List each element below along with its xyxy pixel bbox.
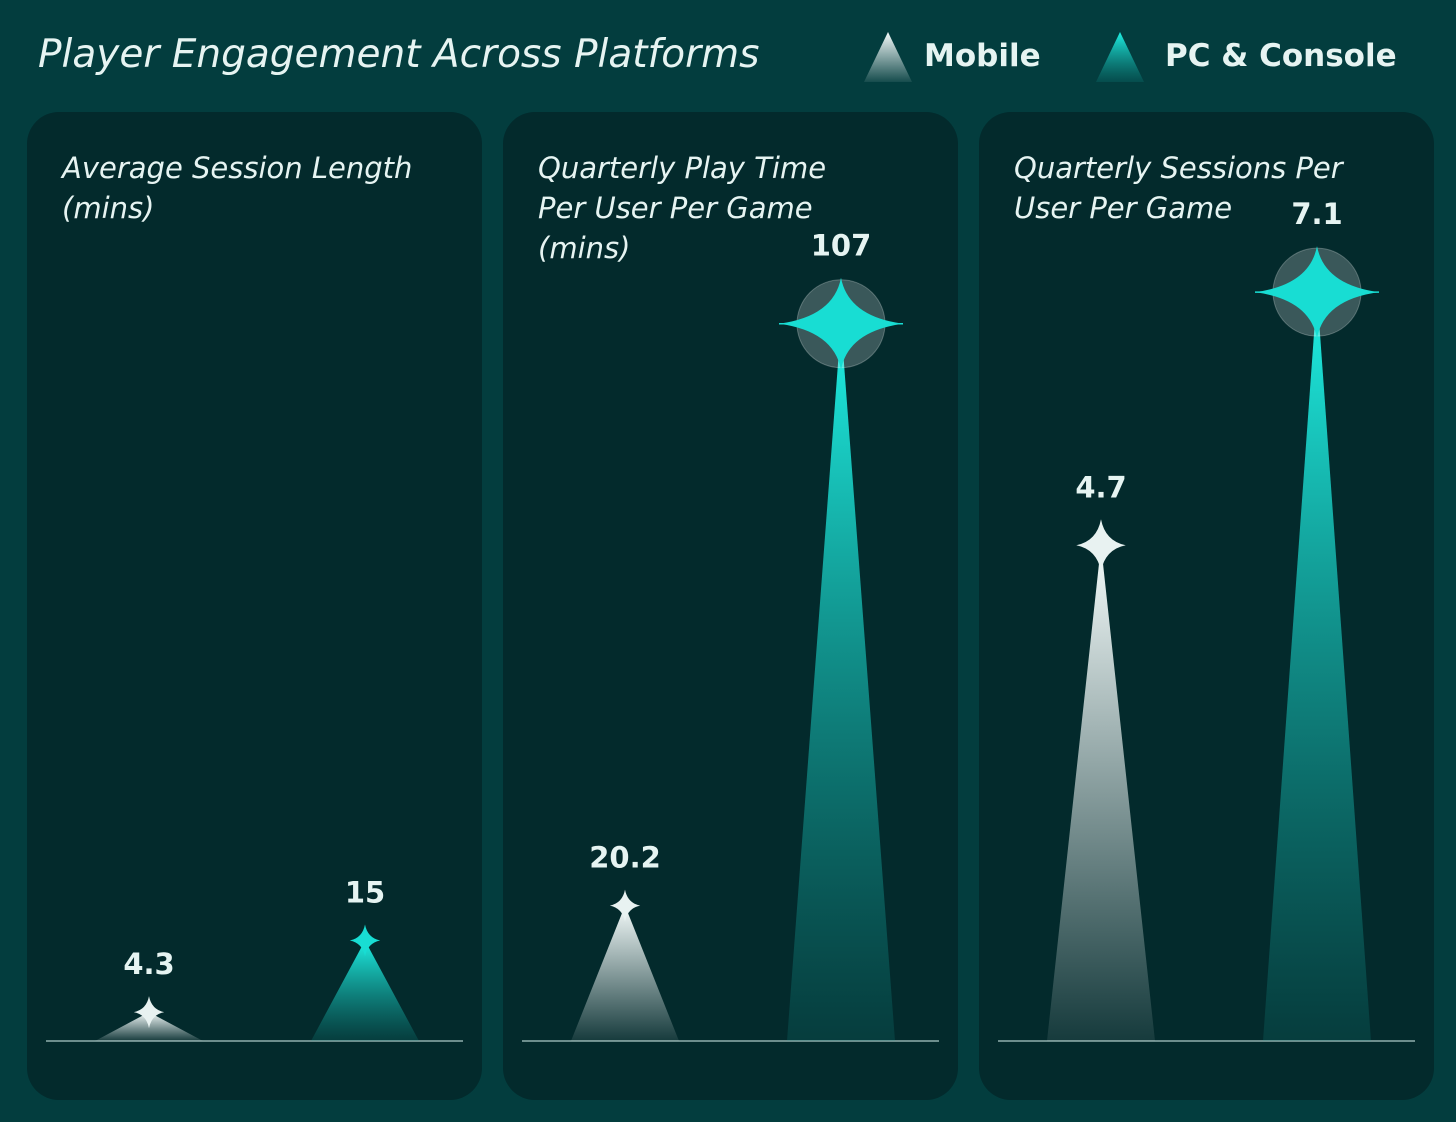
value-label: 7.1 xyxy=(1291,197,1342,231)
star xyxy=(609,889,641,922)
star xyxy=(1255,246,1379,339)
spike xyxy=(311,940,419,1041)
legend-label: PC & Console xyxy=(1165,38,1397,74)
star xyxy=(1076,519,1126,572)
star xyxy=(779,277,903,370)
main-title: Player Engagement Across Platforms xyxy=(38,32,760,77)
value-label: 4.7 xyxy=(1075,470,1126,504)
panel-title: Quarterly Play Time Per User Per Game (m… xyxy=(538,151,827,265)
spike xyxy=(571,905,679,1041)
value-label: 107 xyxy=(811,229,872,263)
star xyxy=(133,996,165,1029)
legend-icon xyxy=(864,32,912,82)
panel-title: Quarterly Sessions Per User Per Game xyxy=(1014,151,1343,225)
value-label: 20.2 xyxy=(589,841,661,875)
spike xyxy=(787,323,895,1041)
value-label: 4.3 xyxy=(123,947,174,981)
value-label: 15 xyxy=(345,875,385,909)
panel xyxy=(27,112,482,1100)
panel xyxy=(979,112,1434,1100)
spike xyxy=(1263,292,1371,1042)
star xyxy=(349,924,381,957)
panel-title: Average Session Length (mins) xyxy=(62,151,413,225)
legend-icon xyxy=(1096,32,1144,82)
legend-label: Mobile xyxy=(924,38,1041,74)
spike xyxy=(1047,545,1155,1041)
